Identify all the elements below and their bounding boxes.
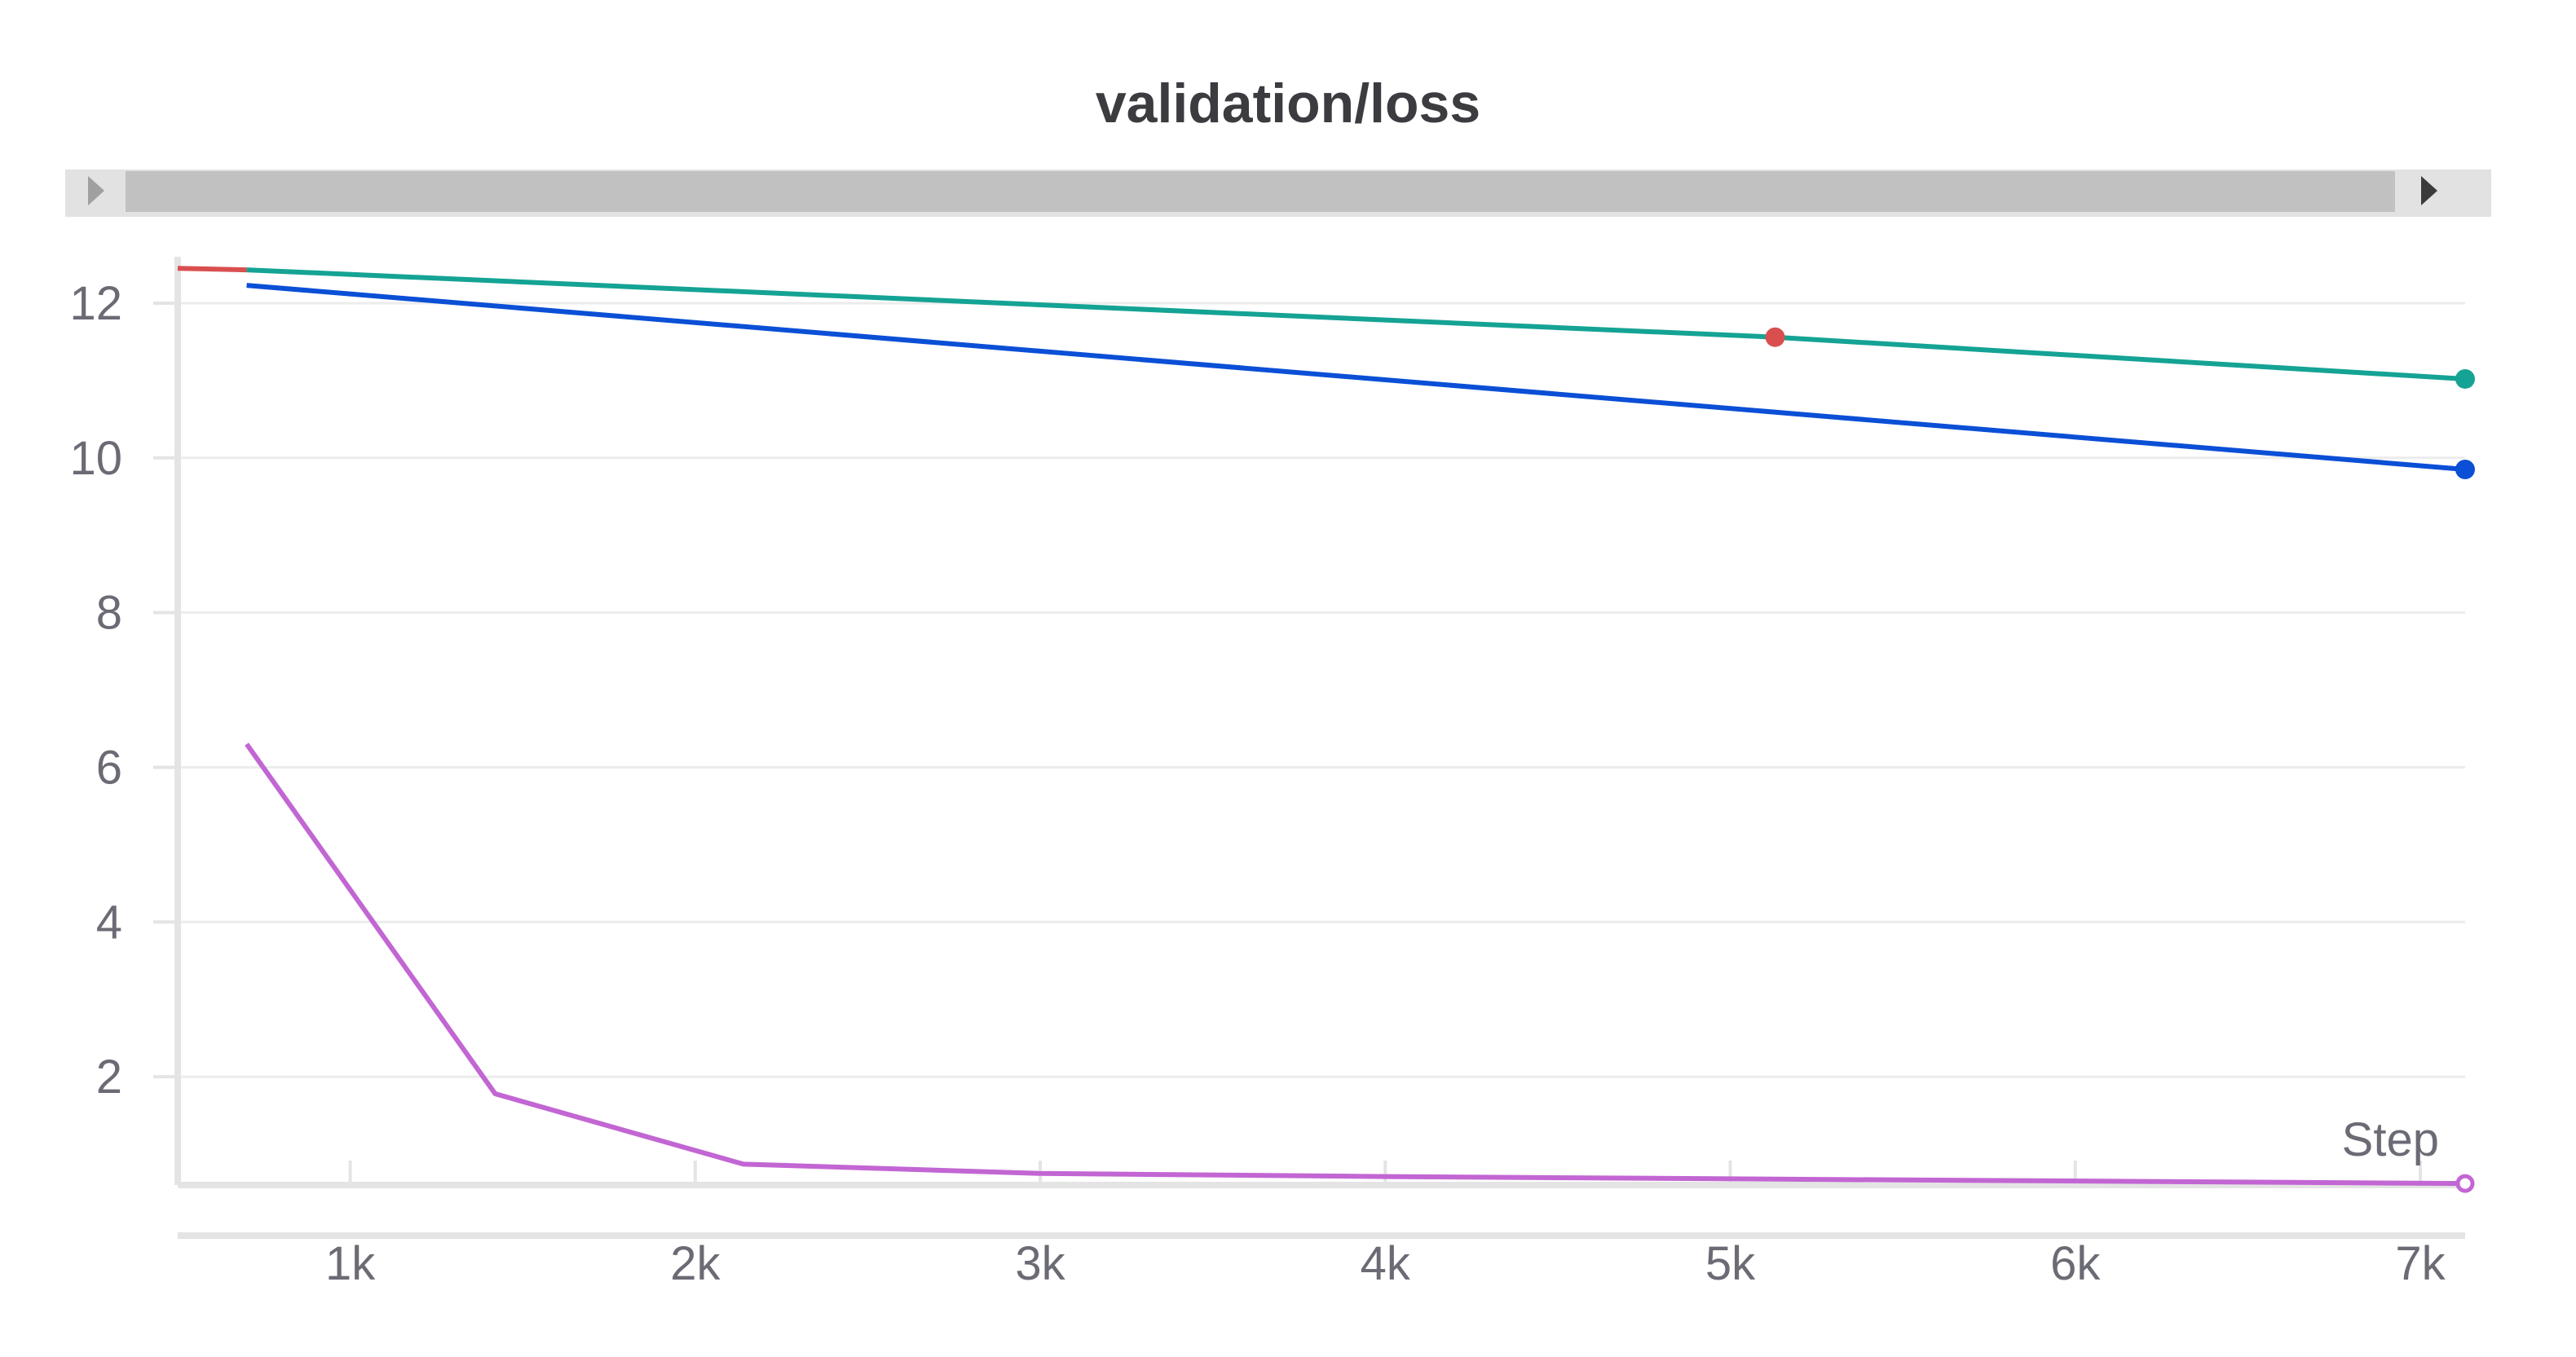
triangle-right-icon[interactable]	[2421, 176, 2437, 205]
chart-title: validation/loss	[1095, 73, 1481, 134]
y-tick-label: 2	[96, 1051, 122, 1104]
series-end-marker-3	[2455, 1174, 2475, 1193]
x-tick-label: 4k	[1361, 1237, 1411, 1290]
y-tick-label: 8	[96, 587, 122, 640]
series-markers	[1765, 327, 2475, 1193]
series-line-3	[245, 742, 2466, 1187]
y-tick-label: 10	[69, 432, 122, 485]
y-tick-label: 4	[96, 896, 122, 949]
series-line-1	[246, 267, 2466, 381]
grid-lines	[178, 302, 2465, 1078]
series-marker-0	[1765, 327, 1785, 347]
series-line-0	[177, 266, 247, 273]
x-tick-label: 1k	[325, 1237, 376, 1290]
y-ticks: 2 4 6 8 10 12	[69, 277, 178, 1104]
series-marker-1	[2455, 368, 2475, 389]
x-axis-label: Step	[2342, 1113, 2439, 1166]
x-tick-label: 5k	[1705, 1237, 1756, 1290]
x-tick-label: 6k	[2050, 1237, 2101, 1290]
series-lines	[177, 266, 2466, 1187]
horizontal-scrollbar[interactable]	[65, 170, 2491, 217]
y-tick-label: 6	[96, 741, 122, 794]
scrollbar-thumb[interactable]	[126, 171, 2395, 212]
series-marker-2	[2455, 460, 2475, 480]
x-tick-label: 3k	[1015, 1237, 1065, 1290]
x-tick-label: 7k	[2395, 1237, 2446, 1290]
x-tick-label: 2k	[670, 1237, 721, 1290]
axes	[174, 257, 2465, 1239]
triangle-left-icon[interactable]	[88, 176, 104, 205]
series-line-2	[246, 283, 2466, 472]
y-tick-label: 12	[69, 277, 122, 330]
